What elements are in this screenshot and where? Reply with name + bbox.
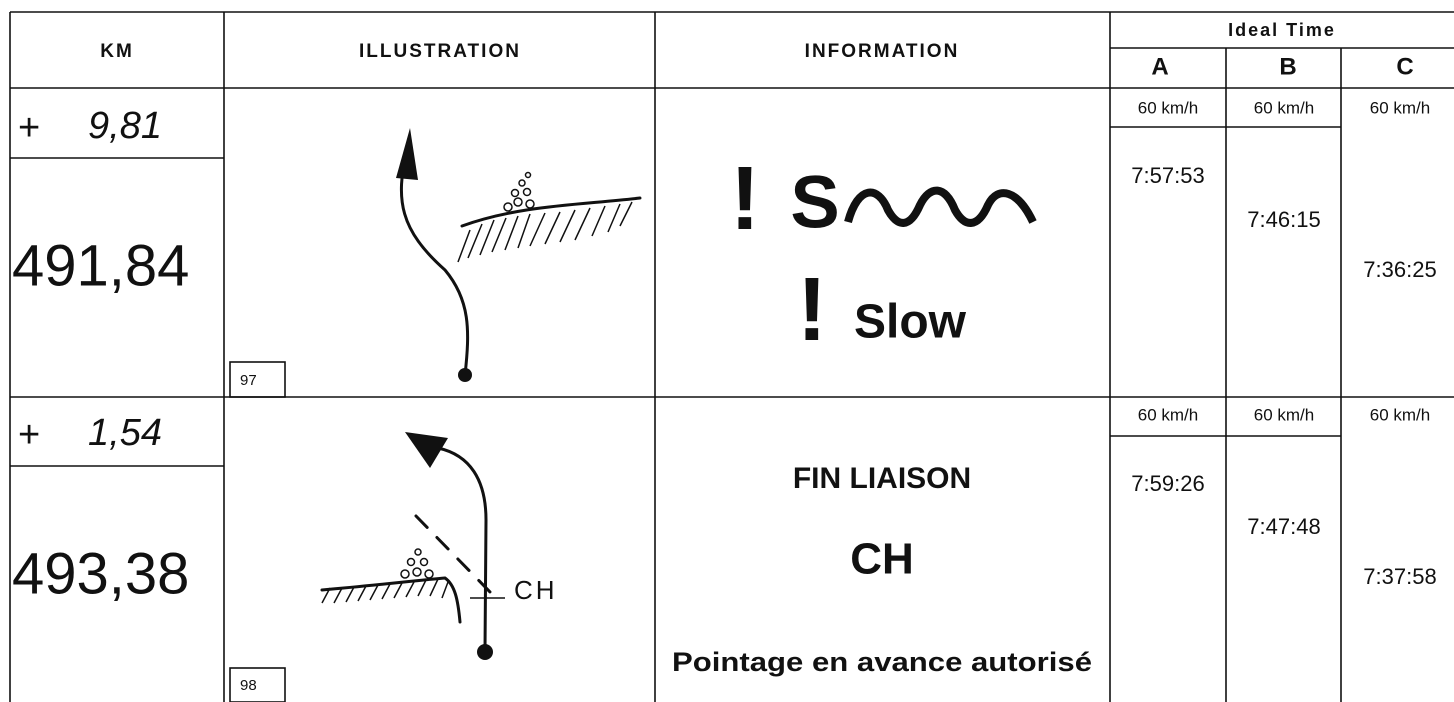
info-text: !: [797, 260, 827, 360]
speed: 60 km/h: [1254, 98, 1314, 117]
speed: 60 km/h: [1138, 405, 1198, 424]
total-distance: 491,84: [12, 233, 189, 298]
ideal-time: 7:57:53: [1131, 163, 1204, 188]
box-number: 97: [240, 372, 257, 389]
header-column: C: [1396, 53, 1413, 80]
ideal-time: 7:47:48: [1247, 514, 1320, 539]
winding-road-icon: [844, 186, 1037, 227]
ideal-time: 7:37:58: [1363, 564, 1436, 589]
illustration-label: CH: [514, 575, 558, 605]
partial-distance: 1,54: [88, 412, 162, 454]
info-text: CH: [850, 535, 914, 584]
info-text: Pointage en avance autorisé: [672, 647, 1092, 677]
sign: +: [18, 107, 40, 149]
header-ideal-time: Ideal Time: [1228, 20, 1336, 40]
info-text: FIN LIAISON: [793, 462, 971, 495]
table-grid: [9, 11, 1454, 702]
ideal-time: 7:46:15: [1247, 207, 1320, 232]
header-information: INFORMATION: [805, 41, 960, 62]
sign: +: [18, 414, 40, 456]
speed: 60 km/h: [1138, 98, 1198, 117]
total-distance: 493,38: [12, 541, 189, 606]
speed: 60 km/h: [1370, 98, 1430, 117]
header-km: KM: [100, 41, 134, 62]
ideal-time: 7:36:25: [1363, 257, 1436, 282]
speed: 60 km/h: [1254, 405, 1314, 424]
info-text: !: [730, 149, 760, 249]
info-text: S: [790, 161, 839, 244]
info-text: Slow: [854, 296, 967, 349]
header-illustration: ILLUSTRATION: [359, 41, 521, 62]
header-column: B: [1279, 53, 1296, 80]
ideal-time: 7:59:26: [1131, 471, 1204, 496]
illustration-drawing: [320, 432, 505, 660]
speed: 60 km/h: [1370, 405, 1430, 424]
box-number: 98: [240, 677, 257, 694]
illustration-drawing: [396, 128, 642, 382]
partial-distance: 9,81: [88, 105, 162, 147]
header-column: A: [1151, 53, 1168, 80]
